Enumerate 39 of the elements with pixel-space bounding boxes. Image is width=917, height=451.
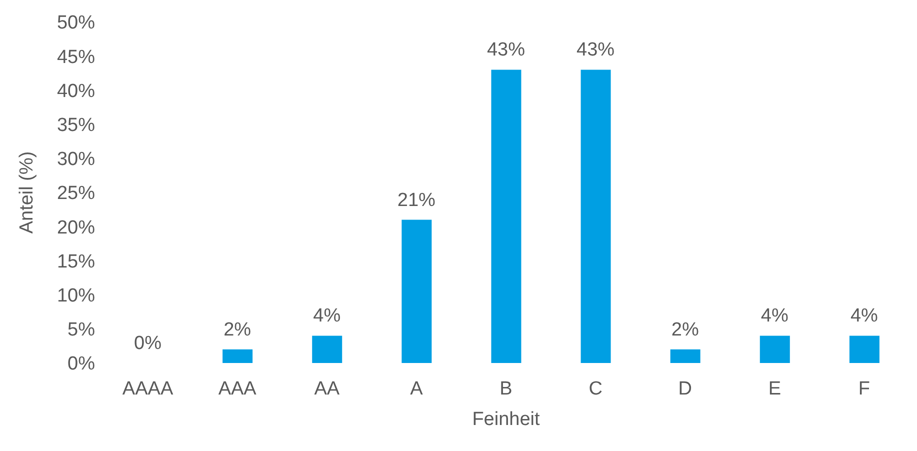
data-label: 4% — [760, 306, 788, 327]
y-tick-label: 50% — [56, 12, 96, 34]
bar — [760, 336, 790, 363]
y-tick-label: 40% — [56, 80, 96, 102]
y-tick-label: 5% — [68, 320, 96, 341]
data-label: 4% — [850, 306, 878, 327]
x-tick-label: B — [500, 378, 512, 400]
bar — [670, 349, 700, 363]
bar — [402, 220, 432, 363]
x-tick-label: D — [678, 378, 692, 400]
y-tick-label: 30% — [56, 149, 96, 170]
x-tick-label: C — [588, 378, 602, 400]
bar — [849, 336, 880, 363]
y-tick-label: 20% — [56, 217, 96, 238]
bar — [312, 336, 342, 363]
data-label: 2% — [671, 319, 699, 340]
data-label: 43% — [486, 40, 526, 61]
x-tick-label: AAA — [218, 378, 257, 400]
x-tick-label: E — [768, 378, 782, 400]
y-axis-title: Anteil (%) — [16, 151, 38, 234]
bar — [491, 70, 522, 363]
y-tick-label: 25% — [56, 183, 96, 204]
x-tick-label: A — [410, 378, 424, 400]
data-label: 0% — [134, 333, 162, 354]
y-tick-label: 0% — [68, 354, 96, 375]
y-tick-label: 10% — [56, 286, 96, 307]
x-axis-title: Feinheit — [472, 409, 541, 430]
x-tick-label: AAAA — [122, 378, 174, 400]
bar — [580, 70, 611, 363]
data-label: 2% — [224, 319, 252, 340]
data-label: 21% — [397, 190, 436, 211]
data-label: 4% — [313, 306, 341, 327]
y-tick-label: 35% — [56, 115, 96, 136]
y-tick-label: 15% — [56, 251, 96, 272]
y-tick-label: 45% — [56, 46, 96, 68]
x-tick-label: F — [858, 378, 870, 400]
x-tick-label: AA — [314, 378, 340, 400]
data-label: 43% — [576, 40, 615, 61]
bar — [222, 349, 253, 363]
